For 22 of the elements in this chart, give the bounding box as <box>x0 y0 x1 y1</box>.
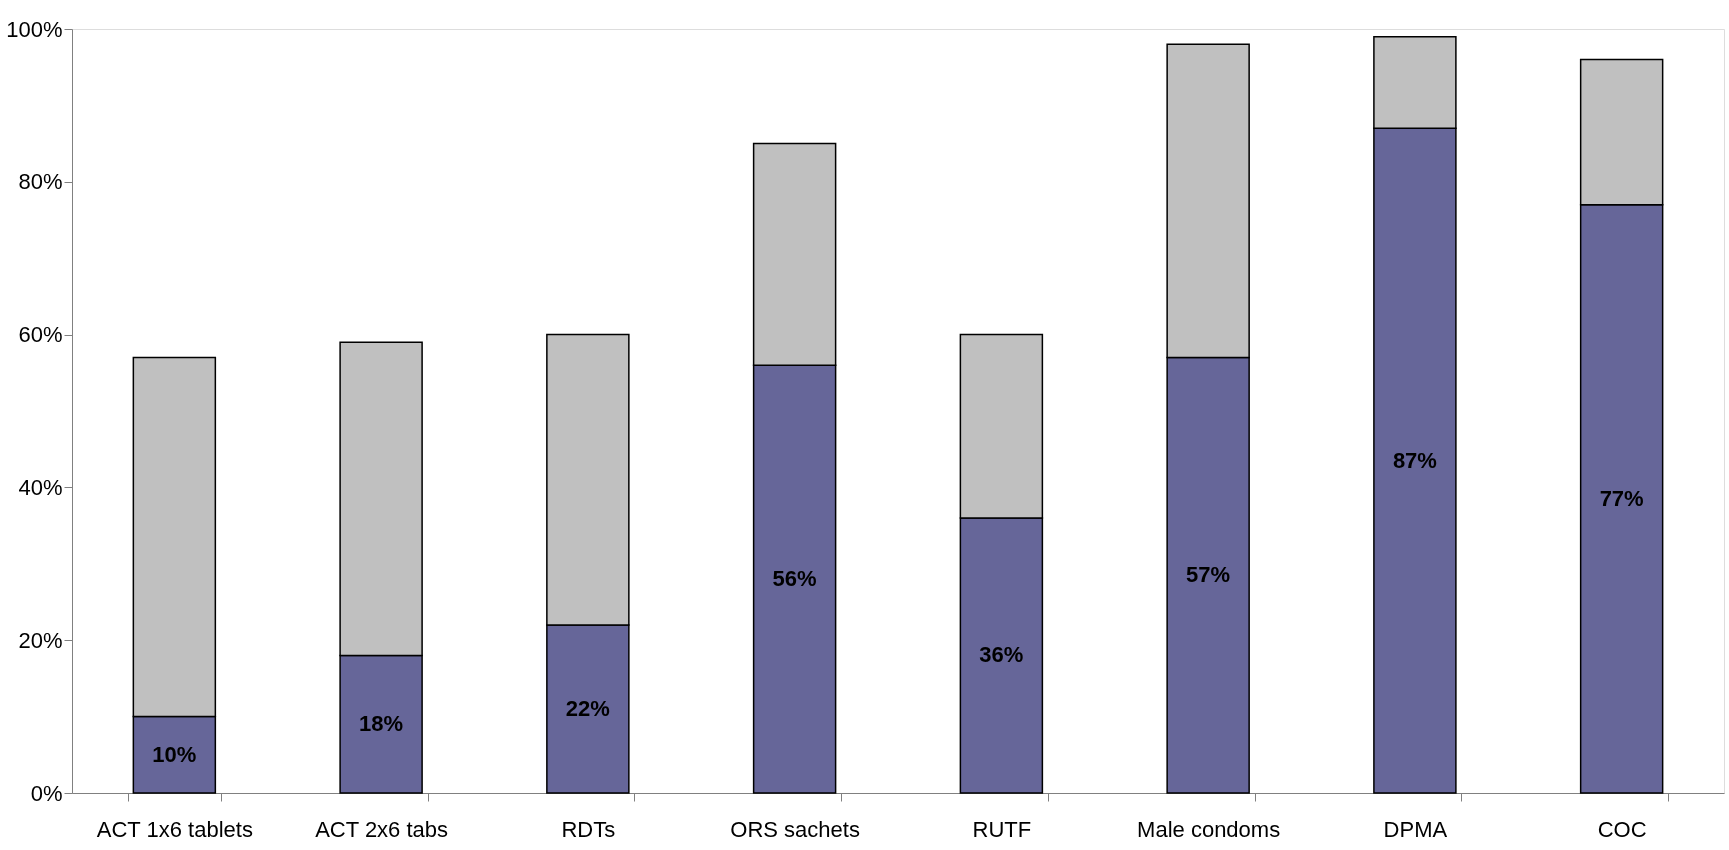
y-tick-label: 0% <box>30 780 63 806</box>
data-label: 77% <box>1599 485 1644 511</box>
x-tick-label: ORS sachets <box>730 816 860 842</box>
y-tick-label: 40% <box>18 474 63 500</box>
data-label: 18% <box>359 711 404 737</box>
x-tick-label: COC <box>1597 816 1647 842</box>
data-label: 87% <box>1392 447 1437 473</box>
y-tick-label: 80% <box>18 169 63 195</box>
x-tick-label: RDTs <box>561 816 616 842</box>
x-tick-label: Male condoms <box>1137 816 1281 842</box>
data-label: 36% <box>979 642 1024 668</box>
x-tick-label: ACT 2x6 tabs <box>315 816 449 842</box>
data-label: 10% <box>152 741 197 767</box>
x-tick-label: DPMA <box>1383 816 1448 842</box>
data-label: 57% <box>1186 562 1231 588</box>
y-tick-label: 60% <box>18 322 63 348</box>
y-tick-label: 20% <box>18 627 63 653</box>
x-tick-label: RUTF <box>972 816 1032 842</box>
data-label: 56% <box>772 566 817 592</box>
x-tick-label: ACT 1x6 tablets <box>96 816 253 842</box>
y-tick-label: 100% <box>6 16 63 42</box>
data-label: 22% <box>565 695 610 721</box>
